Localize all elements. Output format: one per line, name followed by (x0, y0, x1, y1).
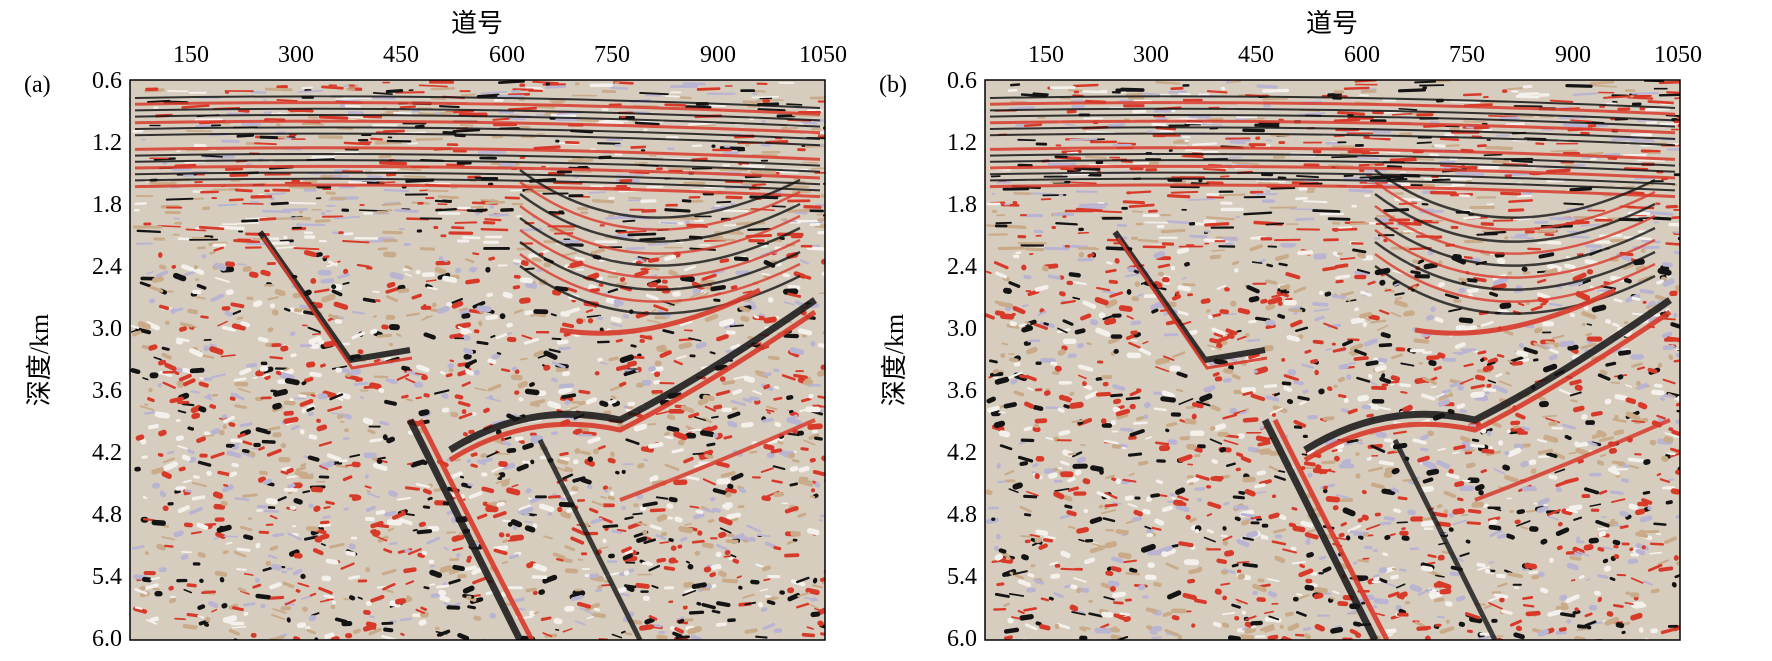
seismic-section (985, 80, 1680, 640)
y-tick-labels: 0.6 1.2 1.8 2.4 3.0 3.6 4.2 4.8 5.4 6.0 (947, 68, 977, 652)
plot-frame (984, 79, 1681, 641)
panel-b: 道号 (b) 深度/km 150 300 450 600 750 900 105… (879, 9, 1702, 652)
seismic-section (130, 80, 825, 640)
y-tick-label: 4.2 (92, 440, 122, 466)
y-tick-label: 4.8 (947, 502, 977, 528)
y-tick-label: 4.8 (92, 502, 122, 528)
x-axis-title: 道号 (451, 9, 503, 38)
x-tick-label: 750 (594, 42, 630, 68)
plot-frame (129, 79, 826, 641)
x-tick-label: 150 (173, 42, 209, 68)
x-tick-labels: 150 300 450 600 750 900 1050 (173, 42, 847, 68)
x-tick-label: 600 (489, 42, 525, 68)
x-tick-label: 300 (278, 42, 314, 68)
panel-a: 道号 (a) 深度/km 150 300 450 600 750 900 105… (24, 9, 847, 652)
y-tick-label: 4.2 (947, 440, 977, 466)
y-tick-label: 6.0 (92, 626, 122, 652)
y-tick-label: 5.4 (947, 564, 977, 590)
y-tick-label: 3.0 (947, 316, 977, 342)
y-tick-label: 1.2 (92, 130, 122, 156)
y-tick-label: 5.4 (92, 564, 122, 590)
y-tick-labels: 0.6 1.2 1.8 2.4 3.0 3.6 4.2 4.8 5.4 6.0 (92, 68, 122, 652)
panel-label: (b) (879, 72, 907, 98)
x-tick-label: 600 (1344, 42, 1380, 68)
y-axis-title: 深度/km (880, 314, 909, 406)
y-tick-label: 3.6 (947, 378, 977, 404)
y-axis-title: 深度/km (25, 314, 54, 406)
y-tick-label: 2.4 (947, 254, 977, 280)
x-tick-label: 750 (1449, 42, 1485, 68)
x-tick-label: 900 (700, 42, 736, 68)
x-tick-label: 1050 (799, 42, 847, 68)
x-tick-label: 300 (1133, 42, 1169, 68)
x-tick-label: 450 (383, 42, 419, 68)
x-tick-label: 900 (1555, 42, 1591, 68)
y-tick-label: 0.6 (947, 68, 977, 94)
y-tick-label: 6.0 (947, 626, 977, 652)
x-tick-label: 150 (1028, 42, 1064, 68)
x-tick-labels: 150 300 450 600 750 900 1050 (1028, 42, 1702, 68)
y-tick-label: 1.8 (92, 192, 122, 218)
x-tick-label: 1050 (1654, 42, 1702, 68)
x-axis-title: 道号 (1306, 9, 1358, 38)
y-tick-label: 3.6 (92, 378, 122, 404)
y-tick-label: 0.6 (92, 68, 122, 94)
x-tick-label: 450 (1238, 42, 1274, 68)
y-tick-label: 1.8 (947, 192, 977, 218)
y-tick-label: 2.4 (92, 254, 122, 280)
y-tick-label: 1.2 (947, 130, 977, 156)
panel-label: (a) (24, 72, 51, 98)
y-tick-label: 3.0 (92, 316, 122, 342)
